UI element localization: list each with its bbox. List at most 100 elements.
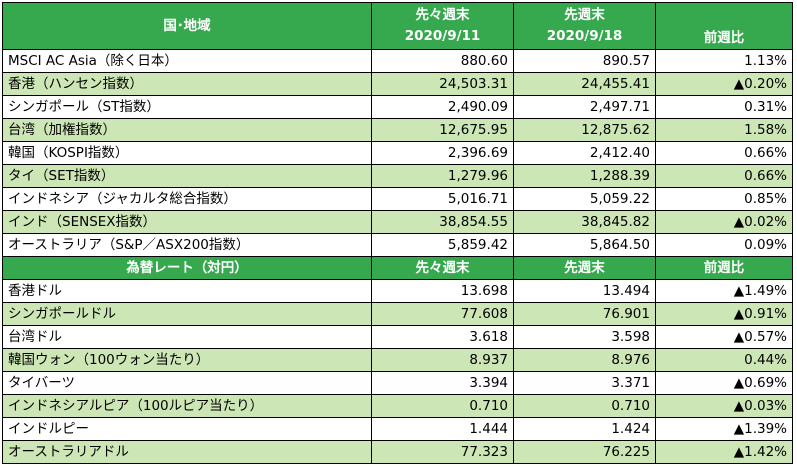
row-name: シンガポール（ST指数） xyxy=(2,95,372,119)
prev-week-value: 8.937 xyxy=(371,348,514,372)
prev-week-value: 12,675.95 xyxy=(371,118,514,142)
this-week-value: 13.494 xyxy=(513,279,656,303)
row-name: シンガポールドル xyxy=(2,302,372,326)
stock-index-row: オーストラリア（S&P／ASX200指数） 5,859.42 5,864.50 0.0… xyxy=(2,233,793,257)
stock-index-row: シンガポール（ST指数） 2,490.09 2,497.71 0.31% xyxy=(2,95,793,119)
fx-rate-row: 台湾ドル 3.618 3.598 ▲0.57% xyxy=(2,325,793,349)
stock-index-row: インドネシア（ジャカルタ総合指数） 5,016.71 5,059.22 0.85% xyxy=(2,187,793,211)
prev-week-value: 38,854.55 xyxy=(371,210,514,234)
prev-week-date: 2020/9/11 xyxy=(404,28,481,44)
stock-index-row: タイ（SET指数） 1,279.96 1,288.39 0.66% xyxy=(2,164,793,188)
prev-week-value: 880.60 xyxy=(371,49,514,73)
this-week-value: 76.901 xyxy=(513,302,656,326)
prev-week-value: 77.608 xyxy=(371,302,514,326)
stock-header-row: 国･地域 先々週末 2020/9/11 先週末 2020/9/18 前週比 xyxy=(2,2,793,50)
stock-index-row: 台湾（加権指数） 12,675.95 12,875.62 1.58% xyxy=(2,118,793,142)
prev-week-value: 2,396.69 xyxy=(371,141,514,165)
weekly-change: ▲1.39% xyxy=(655,417,793,441)
stock-index-section: 国･地域 先々週末 2020/9/11 先週末 2020/9/18 前週比 MS… xyxy=(2,2,793,257)
this-week-value: 12,875.62 xyxy=(513,118,656,142)
weekly-change: ▲0.03% xyxy=(655,394,793,418)
weekly-change: ▲1.49% xyxy=(655,279,793,303)
row-name: オーストラリアドル xyxy=(2,440,372,464)
stock-index-row: 香港（ハンセン指数） 24,503.31 24,455.41 ▲0.20% xyxy=(2,72,793,96)
this-week-header: 先週末 2020/9/18 xyxy=(513,2,656,50)
row-name: 香港（ハンセン指数） xyxy=(2,72,372,96)
weekly-change: ▲0.02% xyxy=(655,210,793,234)
this-week-value: 0.710 xyxy=(513,394,656,418)
prev-week-value: 13.698 xyxy=(371,279,514,303)
fx-rate-row: 香港ドル 13.698 13.494 ▲1.49% xyxy=(2,279,793,303)
this-week-value: 2,497.71 xyxy=(513,95,656,119)
row-name: インドルピー xyxy=(2,417,372,441)
prev-week-value: 77.323 xyxy=(371,440,514,464)
row-name: 香港ドル xyxy=(2,279,372,303)
prev-week-value: 1.444 xyxy=(371,417,514,441)
prev-week-value: 5,859.42 xyxy=(371,233,514,257)
row-name: 韓国（KOSPI指数） xyxy=(2,141,372,165)
weekly-change: 0.44% xyxy=(655,348,793,372)
weekly-change: ▲1.42% xyxy=(655,440,793,464)
row-name: タイ（SET指数） xyxy=(2,164,372,188)
weekly-change: 1.58% xyxy=(655,118,793,142)
prev-week-value: 5,016.71 xyxy=(371,187,514,211)
row-name: インドネシアルピア（100ルピア当たり） xyxy=(2,394,372,418)
weekly-change: 0.66% xyxy=(655,164,793,188)
row-name: インドネシア（ジャカルタ総合指数） xyxy=(2,187,372,211)
weekly-change: 0.66% xyxy=(655,141,793,165)
fx-this-week-header: 先週末 xyxy=(513,256,656,280)
this-week-value: 38,845.82 xyxy=(513,210,656,234)
this-week-value: 3.371 xyxy=(513,371,656,395)
prev-week-label: 先々週末 xyxy=(415,7,470,23)
row-name: タイバーツ xyxy=(2,371,372,395)
prev-week-value: 2,490.09 xyxy=(371,95,514,119)
weekly-change: 0.85% xyxy=(655,187,793,211)
this-week-value: 24,455.41 xyxy=(513,72,656,96)
row-name: インド（SENSEX指数） xyxy=(2,210,372,234)
fx-rate-row: 韓国ウォン（100ウォン当たり） 8.937 8.976 0.44% xyxy=(2,348,793,372)
weekly-change: ▲0.91% xyxy=(655,302,793,326)
weekly-change: 0.31% xyxy=(655,95,793,119)
stock-index-row: 韓国（KOSPI指数） 2,396.69 2,412.40 0.66% xyxy=(2,141,793,165)
prev-week-value: 1,279.96 xyxy=(371,164,514,188)
this-week-value: 890.57 xyxy=(513,49,656,73)
fx-rate-row: インドネシアルピア（100ルピア当たり） 0.710 0.710 ▲0.03% xyxy=(2,394,793,418)
fx-header-row: 為替レート（対円） 先々週末 先週末 前週比 xyxy=(2,256,793,280)
row-name: MSCI AC Asia（除く日本） xyxy=(2,49,372,73)
prev-week-header: 先々週末 2020/9/11 xyxy=(371,2,514,50)
row-name: オーストラリア（S&P／ASX200指数） xyxy=(2,233,372,257)
weekly-change: ▲0.20% xyxy=(655,72,793,96)
prev-week-value: 3.618 xyxy=(371,325,514,349)
weekly-change: 1.13% xyxy=(655,49,793,73)
fx-change-header: 前週比 xyxy=(655,256,793,280)
prev-week-value: 24,503.31 xyxy=(371,72,514,96)
this-week-value: 76.225 xyxy=(513,440,656,464)
fx-rate-row: オーストラリアドル 77.323 76.225 ▲1.42% xyxy=(2,440,793,464)
change-header: 前週比 xyxy=(655,2,793,50)
fx-rate-row: インドルピー 1.444 1.424 ▲1.39% xyxy=(2,417,793,441)
this-week-value: 5,864.50 xyxy=(513,233,656,257)
fx-header-name: 為替レート（対円） xyxy=(2,256,372,280)
this-week-value: 2,412.40 xyxy=(513,141,656,165)
this-week-value: 1.424 xyxy=(513,417,656,441)
prev-week-value: 3.394 xyxy=(371,371,514,395)
fx-rate-row: シンガポールドル 77.608 76.901 ▲0.91% xyxy=(2,302,793,326)
row-name: 台湾ドル xyxy=(2,325,372,349)
prev-week-value: 0.710 xyxy=(371,394,514,418)
this-week-date: 2020/9/18 xyxy=(546,28,623,44)
row-name: 台湾（加権指数） xyxy=(2,118,372,142)
market-table: 国･地域 先々週末 2020/9/11 先週末 2020/9/18 前週比 MS… xyxy=(2,2,793,464)
this-week-value: 1,288.39 xyxy=(513,164,656,188)
weekly-change: ▲0.69% xyxy=(655,371,793,395)
weekly-change: 0.09% xyxy=(655,233,793,257)
this-week-label: 先週末 xyxy=(564,7,605,23)
stock-index-row: MSCI AC Asia（除く日本） 880.60 890.57 1.13% xyxy=(2,49,793,73)
region-header: 国･地域 xyxy=(2,2,372,50)
fx-prev-week-header: 先々週末 xyxy=(371,256,514,280)
this-week-value: 5,059.22 xyxy=(513,187,656,211)
row-name: 韓国ウォン（100ウォン当たり） xyxy=(2,348,372,372)
fx-rate-section: 為替レート（対円） 先々週末 先週末 前週比 香港ドル 13.698 13.494 ▲… xyxy=(2,256,793,464)
fx-rate-row: タイバーツ 3.394 3.371 ▲0.69% xyxy=(2,371,793,395)
stock-index-row: インド（SENSEX指数） 38,854.55 38,845.82 ▲0.02% xyxy=(2,210,793,234)
weekly-change: ▲0.57% xyxy=(655,325,793,349)
